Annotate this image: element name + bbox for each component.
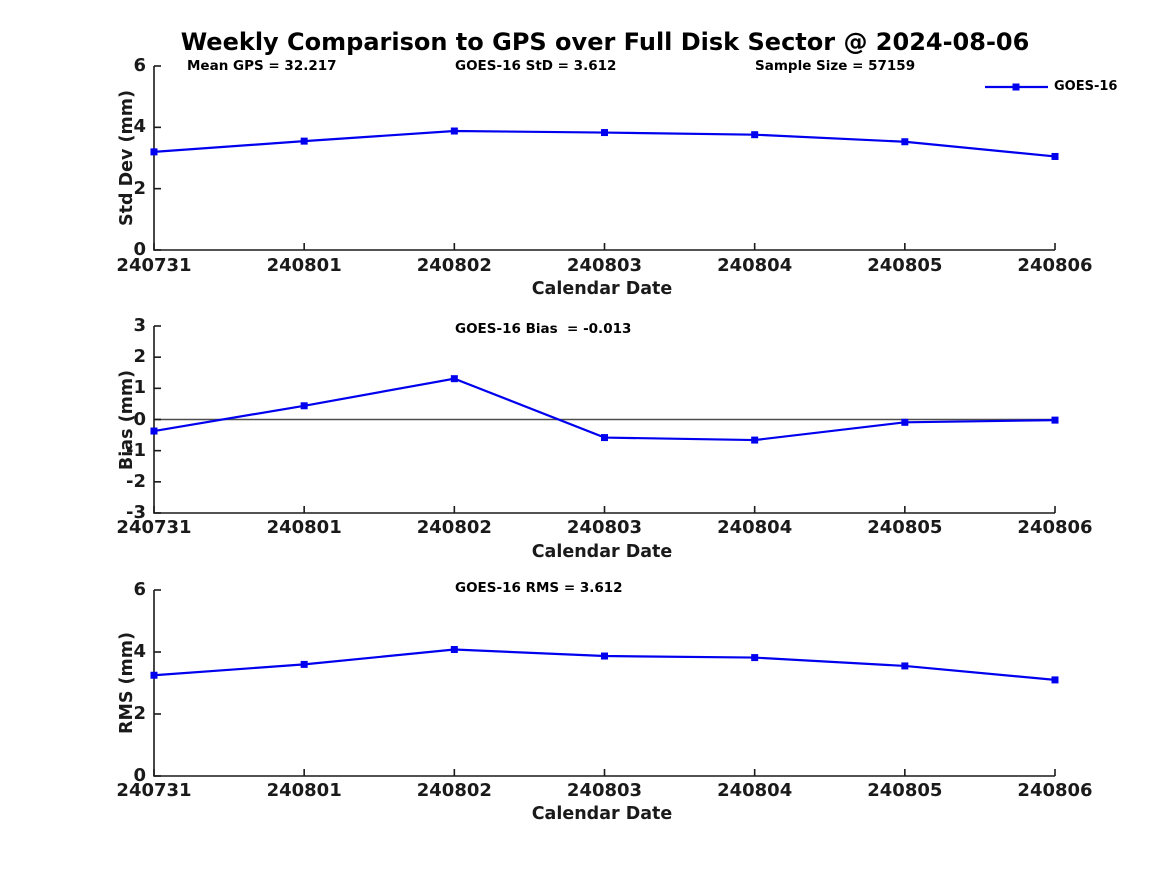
stat-mean-gps: Mean GPS = 32.217 xyxy=(187,58,337,74)
rms-data-point-marker xyxy=(901,662,909,670)
legend-line-sample xyxy=(985,83,1048,91)
stddev-data-point-marker xyxy=(1051,152,1059,160)
bias-data-point-marker xyxy=(450,375,458,383)
figure-title: Weekly Comparison to GPS over Full Disk … xyxy=(180,28,1030,56)
rms-data-point-marker xyxy=(751,654,759,662)
legend-label: GOES-16 xyxy=(1054,79,1118,94)
bias-data-point-marker xyxy=(601,434,608,442)
stddev-x-axis-label: Calendar Date xyxy=(531,279,673,299)
legend-marker-icon xyxy=(1012,83,1020,91)
bias-x-axis-label: Calendar Date xyxy=(531,542,673,562)
rms-y-axis-label: RMS (mm) xyxy=(117,631,137,735)
bias-subplot-title: GOES-16 Bias = -0.013 xyxy=(455,321,632,337)
bias-data-point-marker xyxy=(1051,416,1059,424)
stddev-data-point-marker xyxy=(450,127,458,135)
rms-axis-spines xyxy=(153,590,1055,777)
bias-data-point-marker xyxy=(300,402,308,410)
stddev-data-point-marker xyxy=(901,138,909,146)
rms-data-point-marker xyxy=(601,652,608,660)
rms-data-point-marker xyxy=(150,671,158,679)
bias-data-point-marker xyxy=(150,427,158,435)
rms-data-point-marker xyxy=(300,660,308,668)
bias-data-point-marker xyxy=(901,418,909,426)
stat-sample-size: Sample Size = 57159 xyxy=(755,58,916,74)
rms-x-axis-label: Calendar Date xyxy=(531,804,673,824)
rms-subplot-title: GOES-16 RMS = 3.612 xyxy=(455,580,623,596)
stddev-y-axis-label: Std Dev (mm) xyxy=(117,90,137,226)
stddev-data-point-marker xyxy=(601,129,608,137)
stddev-axis-spines xyxy=(153,66,1055,251)
rms-data-point-marker xyxy=(1051,676,1059,684)
stddev-data-point-marker xyxy=(150,148,158,156)
rms-data-point-marker xyxy=(450,646,458,654)
bias-data-line xyxy=(153,377,1056,442)
bias-data-point-marker xyxy=(751,436,759,444)
stat-goes16-std: GOES-16 StD = 3.612 xyxy=(455,58,617,74)
bias-y-axis-label: Bias (mm) xyxy=(117,369,137,471)
stddev-data-point-marker xyxy=(751,131,759,139)
stddev-data-point-marker xyxy=(300,137,308,145)
